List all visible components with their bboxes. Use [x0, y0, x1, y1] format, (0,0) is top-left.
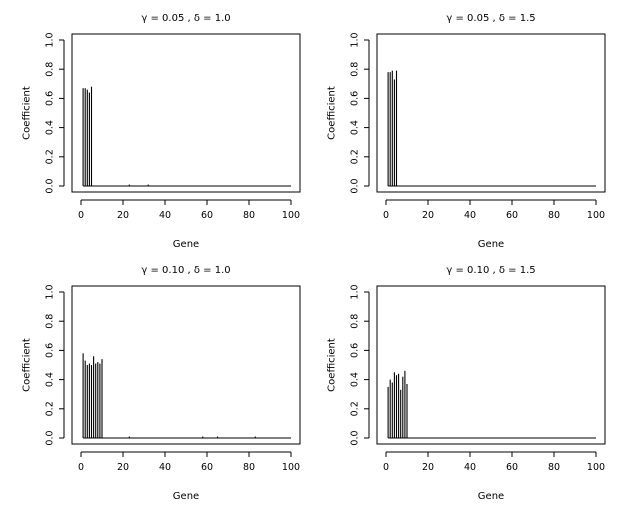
y-tick-label: 0.0: [350, 178, 361, 193]
x-tick-label: 100: [587, 462, 605, 473]
x-tick-label: 60: [506, 462, 518, 473]
y-axis-label: Coefficient: [327, 338, 338, 392]
y-tick-label: 0.2: [350, 149, 361, 164]
y-tick-label: 0.0: [45, 430, 56, 445]
y-tick-label: 0.4: [350, 372, 361, 387]
chart-panel: γ = 0.10 , δ = 1.5 0 20 40 60 80 100 Gene 0.0 0.2…: [327, 265, 606, 502]
y-tick-label: 0.6: [45, 343, 56, 358]
y-tick-label: 0.6: [45, 91, 56, 106]
y-tick-label: 1.0: [350, 284, 361, 299]
y-tick-label: 0.4: [350, 120, 361, 135]
x-tick-label: 100: [587, 210, 605, 221]
y-tick-label: 0.8: [45, 62, 56, 77]
y-tick-label: 0.8: [350, 62, 361, 77]
y-tick-label: 0.8: [45, 314, 56, 329]
y-tick-label: 0.2: [350, 401, 361, 416]
chart-panel: γ = 0.05 , δ = 1.5 0 20 40 60 80 100 Gene 0.0 0.2…: [327, 13, 606, 250]
x-tick-label: 40: [159, 462, 171, 473]
plot-frame: [376, 33, 606, 193]
x-tick-label: 80: [243, 462, 255, 473]
x-tick-label: 20: [422, 210, 434, 221]
x-tick-label: 0: [78, 210, 84, 221]
x-tick-label: 100: [282, 462, 300, 473]
y-tick-label: 0.4: [45, 120, 56, 135]
x-tick-label: 80: [548, 462, 560, 473]
x-tick-label: 0: [383, 210, 389, 221]
x-tick-label: 40: [464, 462, 476, 473]
y-tick-label: 0.8: [350, 314, 361, 329]
x-tick-label: 0: [78, 462, 84, 473]
y-axis-label: Coefficient: [22, 338, 33, 392]
chart-panel: γ = 0.10 , δ = 1.0 0 20 40 60 80 100 Gene 0.0 0.2…: [22, 265, 301, 502]
x-tick-label: 0: [383, 462, 389, 473]
y-tick-label: 0.0: [350, 430, 361, 445]
y-tick-label: 0.4: [45, 372, 56, 387]
x-axis-label: Gene: [478, 239, 504, 250]
plot-frame: [376, 285, 606, 445]
x-tick-label: 60: [201, 462, 213, 473]
y-tick-label: 1.0: [45, 32, 56, 47]
chart-title: γ = 0.10 , δ = 1.5: [446, 265, 535, 276]
x-tick-label: 60: [506, 210, 518, 221]
y-tick-label: 0.6: [350, 91, 361, 106]
x-tick-label: 40: [159, 210, 171, 221]
x-axis-label: Gene: [173, 239, 199, 250]
x-axis-label: Gene: [173, 491, 199, 502]
x-tick-label: 40: [464, 210, 476, 221]
chart-panel: γ = 0.05 , δ = 1.0 0 20 40 60 80 100 Gene 0.0 0.2…: [22, 13, 301, 250]
x-tick-label: 20: [422, 462, 434, 473]
x-tick-label: 80: [243, 210, 255, 221]
y-tick-label: 0.0: [45, 178, 56, 193]
x-axis-label: Gene: [478, 491, 504, 502]
x-tick-label: 20: [117, 210, 129, 221]
plot-frame: [71, 33, 301, 193]
y-axis-label: Coefficient: [327, 86, 338, 140]
x-tick-label: 80: [548, 210, 560, 221]
x-tick-label: 20: [117, 462, 129, 473]
x-tick-label: 100: [282, 210, 300, 221]
chart-title: γ = 0.05 , δ = 1.0: [141, 13, 230, 24]
chart-title: γ = 0.10 , δ = 1.0: [141, 265, 230, 276]
y-tick-label: 0.2: [45, 401, 56, 416]
y-tick-label: 1.0: [350, 32, 361, 47]
y-tick-label: 0.2: [45, 149, 56, 164]
y-tick-label: 0.6: [350, 343, 361, 358]
y-axis-label: Coefficient: [22, 86, 33, 140]
plot-frame: [71, 285, 301, 445]
chart-title: γ = 0.05 , δ = 1.5: [446, 13, 535, 24]
x-tick-label: 60: [201, 210, 213, 221]
y-tick-label: 1.0: [45, 284, 56, 299]
